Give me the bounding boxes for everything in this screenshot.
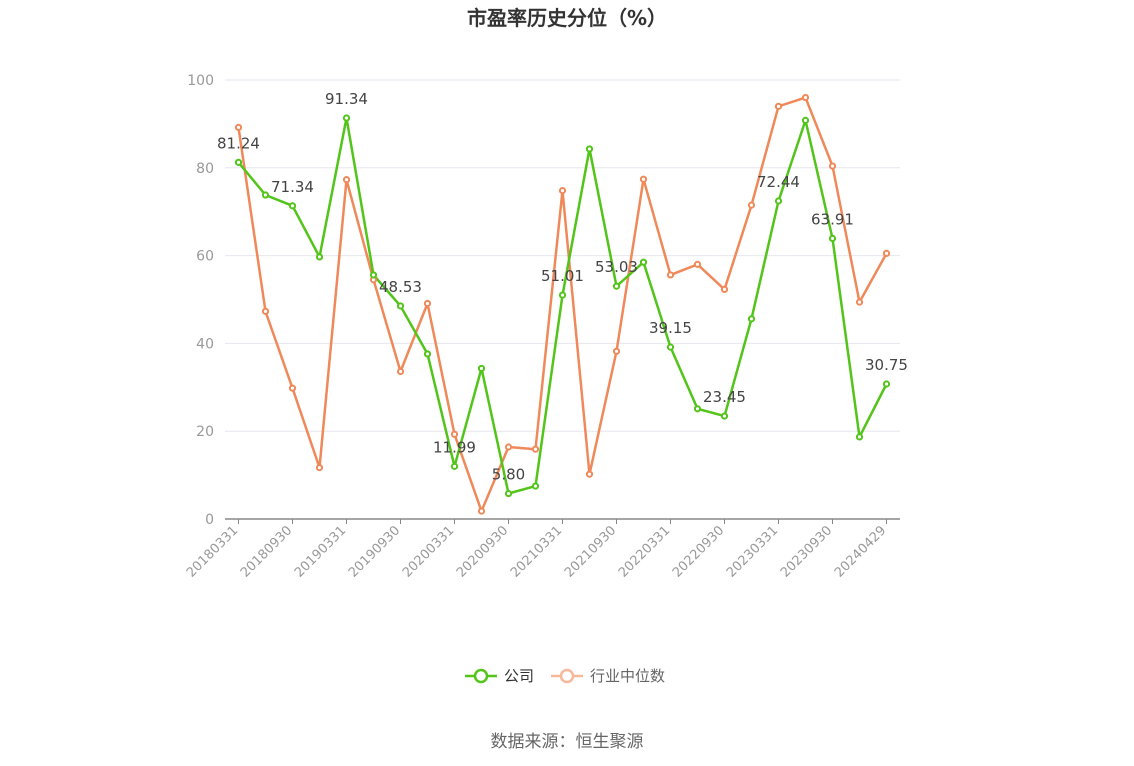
y-tick-label: 100 — [187, 73, 214, 89]
y-tick-label: 80 — [196, 161, 214, 177]
data-point[interactable] — [288, 384, 297, 392]
data-point[interactable] — [504, 489, 513, 498]
data-label: 51.01 — [541, 267, 584, 285]
data-point[interactable] — [261, 191, 270, 199]
data-point[interactable] — [396, 367, 405, 376]
data-point[interactable] — [639, 258, 648, 266]
data-point[interactable] — [315, 464, 324, 472]
data-label: 71.34 — [271, 178, 314, 196]
legend-label: 公司 — [504, 667, 534, 685]
x-tick-label: 20190930 — [346, 523, 403, 580]
x-tick-label: 20230331 — [724, 523, 781, 580]
data-point[interactable] — [855, 298, 864, 306]
data-point[interactable] — [531, 482, 540, 490]
chart-title: 市盈率历史分位（%） — [467, 6, 667, 30]
x-tick-label: 20230930 — [778, 523, 835, 580]
data-point[interactable] — [774, 197, 783, 205]
data-label: 72.44 — [757, 173, 800, 191]
data-point[interactable] — [585, 145, 594, 153]
legend-label: 行业中位数 — [590, 667, 665, 685]
x-tick-label: 20190331 — [292, 523, 349, 580]
data-point[interactable] — [612, 282, 621, 290]
data-point[interactable] — [855, 433, 864, 441]
data-point[interactable] — [585, 470, 594, 478]
data-source: 数据来源：恒生聚源 — [491, 732, 644, 752]
x-tick-label: 20210930 — [562, 523, 619, 580]
series-line-1 — [237, 96, 888, 513]
y-tick-label: 60 — [196, 249, 214, 265]
data-point[interactable] — [504, 443, 513, 451]
data-point[interactable] — [369, 271, 378, 279]
data-point[interactable] — [315, 253, 324, 261]
data-point[interactable] — [801, 93, 810, 102]
legend-item-0[interactable]: 公司 — [465, 667, 534, 685]
data-label: 30.75 — [865, 356, 908, 374]
y-axis: 0 20 40 60 80 100 — [187, 73, 214, 528]
data-point[interactable] — [396, 302, 405, 310]
data-label: 91.34 — [325, 90, 368, 108]
data-point[interactable] — [693, 405, 702, 413]
y-tick-label: 20 — [196, 424, 214, 440]
data-point[interactable] — [693, 260, 702, 268]
data-point[interactable] — [720, 412, 729, 420]
data-point[interactable] — [342, 114, 351, 122]
data-point[interactable] — [288, 202, 297, 210]
data-point[interactable] — [477, 507, 486, 515]
data-labels: 81.24 71.34 91.34 48.53 11.99 5.80 51.01 53.03 3… — [217, 90, 908, 484]
data-point[interactable] — [558, 291, 567, 299]
data-point[interactable] — [450, 462, 459, 470]
data-label: 48.53 — [379, 278, 422, 296]
data-point[interactable] — [450, 430, 459, 438]
data-point[interactable] — [234, 158, 243, 166]
data-label: 5.80 — [492, 466, 525, 484]
series-lines — [237, 96, 888, 513]
data-label: 81.24 — [217, 134, 260, 152]
data-point[interactable] — [531, 445, 540, 453]
data-label: 63.91 — [811, 210, 854, 228]
x-tick-label: 20180930 — [238, 523, 295, 580]
data-point[interactable] — [342, 176, 351, 184]
legend-marker — [473, 668, 489, 684]
data-label: 39.15 — [649, 319, 692, 337]
legend[interactable]: 公司 行业中位数 — [465, 667, 665, 685]
data-point[interactable] — [801, 116, 810, 124]
legend-item-1[interactable]: 行业中位数 — [551, 667, 665, 685]
data-point[interactable] — [423, 350, 432, 358]
data-point[interactable] — [612, 347, 621, 355]
y-tick-label: 0 — [205, 512, 214, 528]
data-point[interactable] — [747, 201, 756, 209]
data-point[interactable] — [720, 285, 729, 294]
x-tick-label: 20180331 — [184, 523, 241, 580]
data-point[interactable] — [639, 175, 648, 183]
data-label: 23.45 — [703, 388, 746, 406]
data-point[interactable] — [882, 380, 891, 388]
x-tick-label: 20240429 — [832, 523, 889, 580]
data-point[interactable] — [828, 162, 837, 170]
x-tick-label: 20220930 — [670, 523, 727, 580]
series-points — [234, 93, 891, 515]
data-point[interactable] — [666, 343, 675, 351]
x-tick-label: 20210331 — [508, 523, 565, 580]
data-point[interactable] — [747, 315, 756, 323]
data-point[interactable] — [558, 187, 567, 195]
data-point[interactable] — [261, 307, 270, 315]
x-tick-label: 20200930 — [454, 523, 511, 580]
x-tick-label: 20200331 — [400, 523, 457, 580]
grid — [225, 79, 900, 432]
data-point[interactable] — [774, 102, 783, 110]
data-point[interactable] — [882, 249, 891, 258]
legend-marker — [559, 668, 575, 684]
data-label: 53.03 — [595, 258, 638, 276]
data-point[interactable] — [234, 123, 243, 132]
data-point[interactable] — [423, 299, 432, 308]
data-point[interactable] — [666, 271, 675, 279]
y-tick-label: 40 — [196, 336, 214, 352]
x-axis: 2018033120180930201903312019093020200331… — [184, 518, 900, 581]
data-point[interactable] — [828, 234, 837, 243]
data-label: 11.99 — [433, 438, 476, 456]
data-point[interactable] — [477, 364, 486, 373]
x-tick-label: 20220331 — [616, 523, 673, 580]
